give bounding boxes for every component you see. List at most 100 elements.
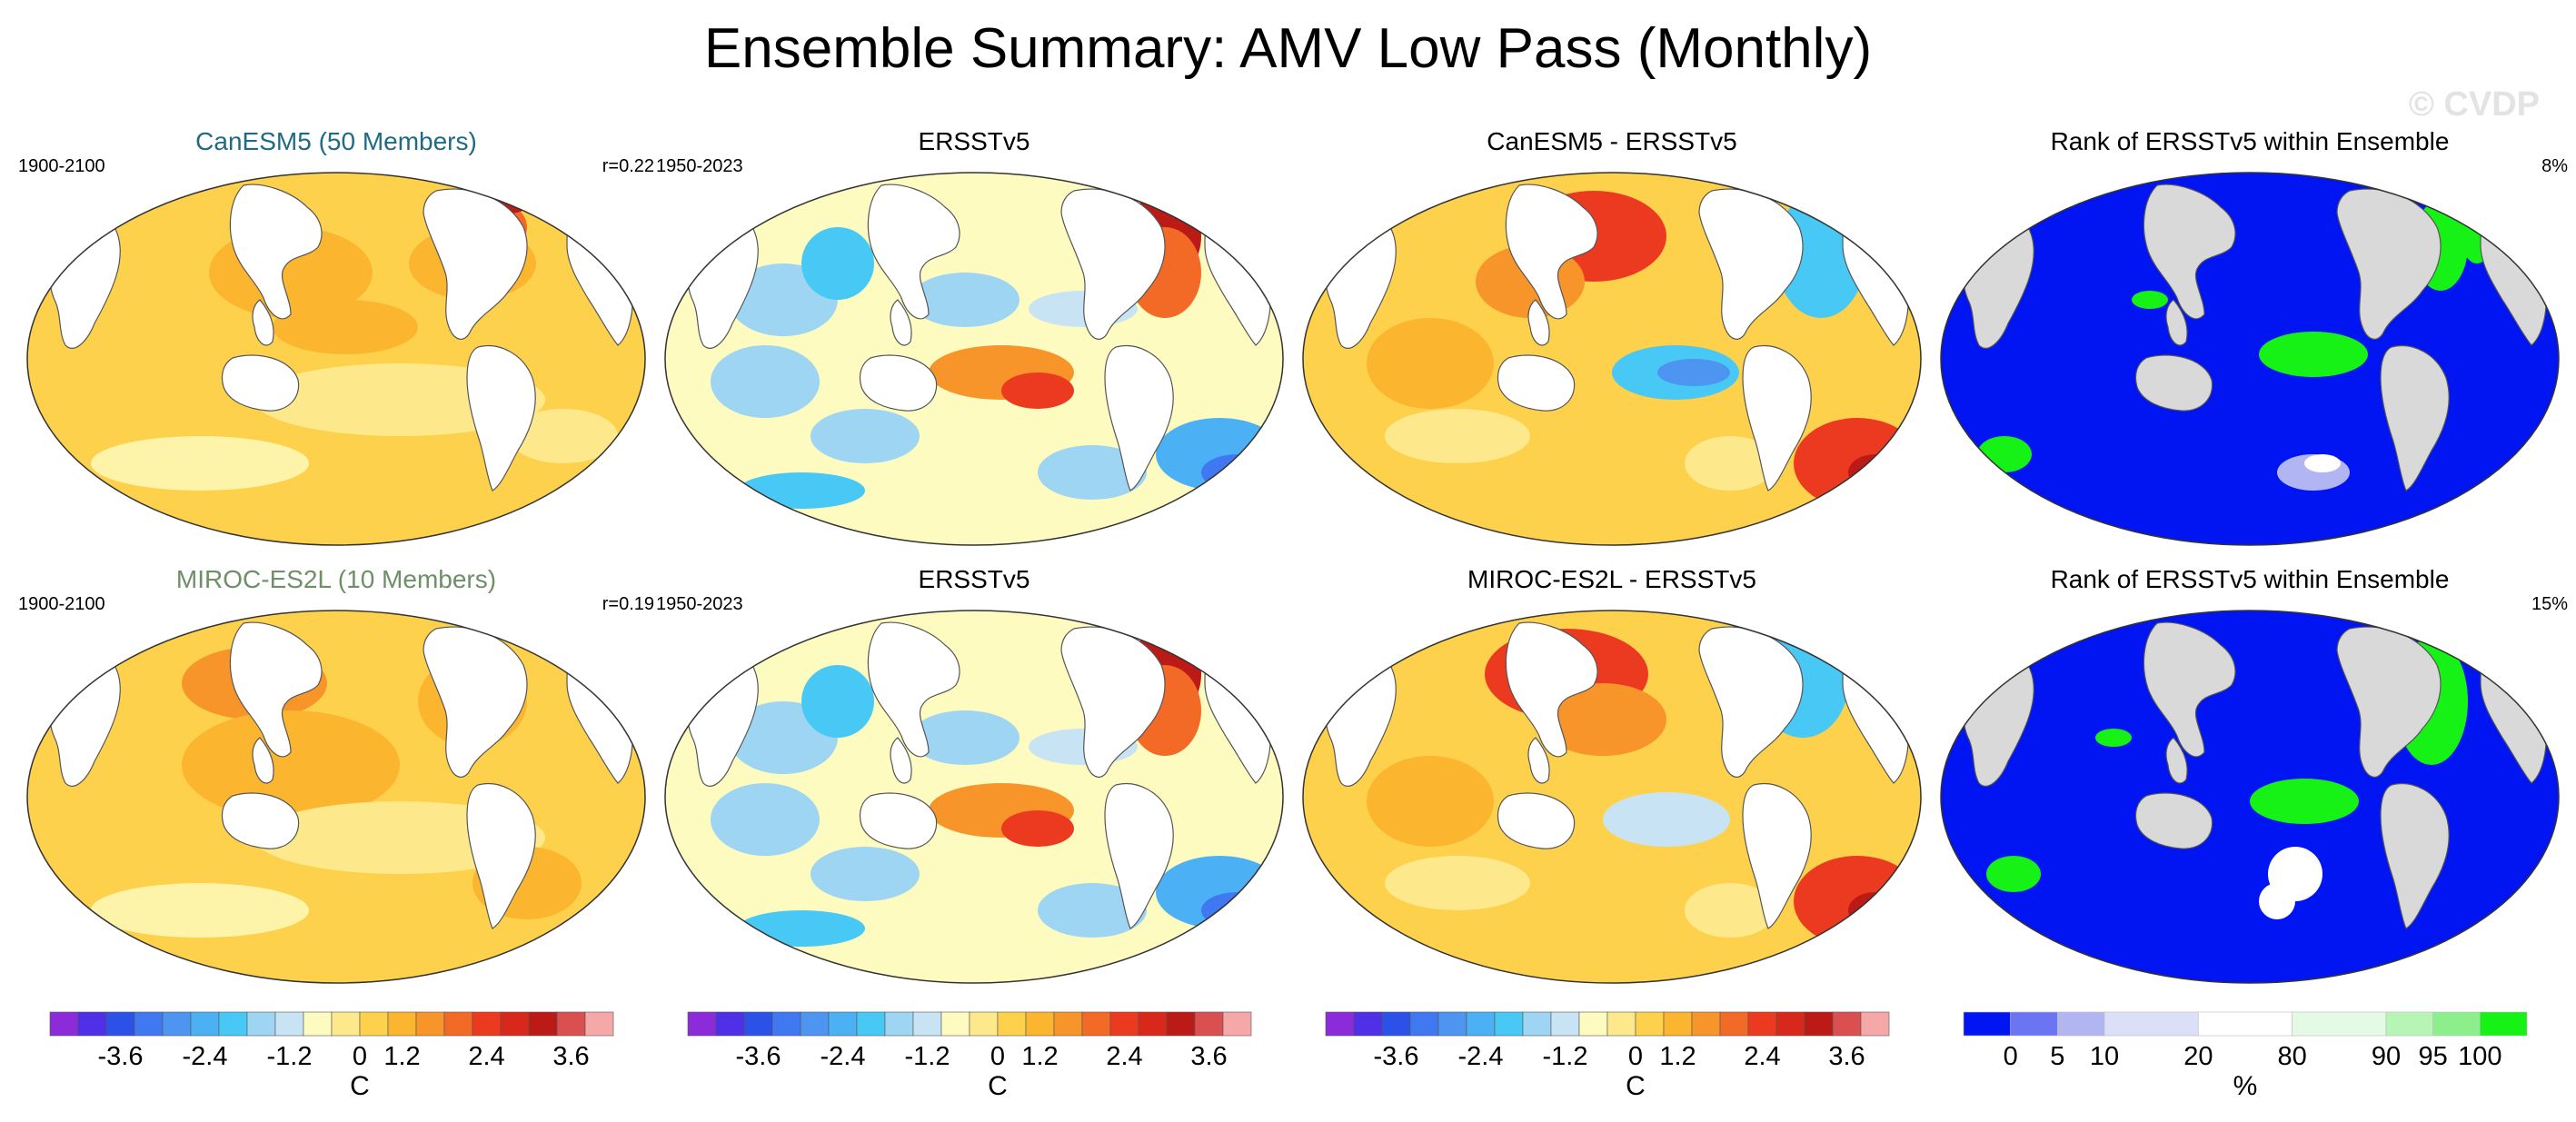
panel-obs-row1: ERSSTv5 1950-2023 xyxy=(656,127,1292,554)
colorbar-swatch xyxy=(303,1011,333,1037)
anomaly-contour-patch xyxy=(1001,810,1074,847)
anomaly-contour-patch xyxy=(1657,359,1730,386)
colorbar-tick-label: 95 xyxy=(2419,1042,2448,1071)
colorbar-obs: -3.6 -2.4 -1.2 0 1.2 2.4 3.6 C xyxy=(687,1011,1252,1101)
colorbar-swatch xyxy=(743,1011,773,1037)
anomaly-contour-patch xyxy=(2095,729,2132,747)
panel-obs-row2: ERSSTv5 1950-2023 xyxy=(656,565,1292,992)
anomaly-contour-patch xyxy=(1539,683,1666,756)
colorbar-swatch xyxy=(687,1011,717,1037)
panel-diff-row1: CanESM5 - ERSSTv5 xyxy=(1294,127,1930,554)
continent-outline xyxy=(867,184,960,320)
colorbar-swatch xyxy=(246,1011,276,1037)
colorbar-swatch xyxy=(1663,1011,1693,1037)
colorbar-swatch xyxy=(800,1011,830,1037)
anomaly-contour-patch xyxy=(1685,883,1775,938)
panel-model-row1: CanESM5 (50 Members) 1900-2100 r=0.22 xyxy=(18,127,654,554)
colorbar-swatch xyxy=(443,1011,473,1037)
continent-outline xyxy=(2165,299,2188,346)
anomaly-contour-patch xyxy=(801,665,874,738)
anomaly-contour-patch xyxy=(1986,856,2041,892)
ocean-base-field xyxy=(1941,611,2559,983)
ocean-base-field xyxy=(27,173,645,545)
colorbar-swatch xyxy=(556,1011,586,1037)
continent-outline xyxy=(1497,792,1576,849)
continent-outline xyxy=(1505,184,1598,320)
colorbar-swatch xyxy=(1053,1011,1083,1037)
continent-outline xyxy=(2336,626,2442,778)
colorbar-swatch xyxy=(331,1011,361,1037)
anomaly-contour-patch xyxy=(1603,792,1730,847)
colorbar-swatch xyxy=(1832,1011,1862,1037)
panel-diff-row2: MIROC-ES2L - ERSSTv5 xyxy=(1294,565,1930,992)
continent-outline xyxy=(1742,783,1812,929)
anomaly-contour-patch xyxy=(91,436,309,491)
continent-outline xyxy=(221,354,300,412)
colorbar-swatch xyxy=(1494,1011,1524,1037)
map-border xyxy=(26,172,646,546)
rank-title: Rank of ERSSTv5 within Ensemble xyxy=(2050,565,2450,593)
colorbar-tick-label: -3.6 xyxy=(98,1042,144,1071)
colorbar-swatch xyxy=(912,1011,942,1037)
rank-percent: 15% xyxy=(2531,594,2568,614)
continent-outline xyxy=(1104,783,1174,929)
colorbar-swatch xyxy=(997,1011,1027,1037)
colorbar-tick-label: 2.4 xyxy=(1106,1042,1142,1071)
rank-title: Rank of ERSSTv5 within Ensemble xyxy=(2050,127,2450,155)
colorbar-tick-label: 90 xyxy=(2372,1042,2401,1071)
anomaly-contour-patch xyxy=(91,624,145,651)
colorbar-swatch xyxy=(1804,1011,1834,1037)
colorbar-swatch xyxy=(1747,1011,1777,1037)
colorbar-model: -3.6 -2.4 -1.2 0 1.2 2.4 3.6 C xyxy=(49,1011,614,1101)
anomaly-contour-patch xyxy=(711,345,820,418)
continent-outline xyxy=(229,621,323,758)
anomaly-contour-patch xyxy=(2259,332,2368,377)
continent-outline xyxy=(1060,626,1166,778)
anomaly-contour-patch xyxy=(1156,418,1283,491)
colorbar-tick-label: 10 xyxy=(2090,1042,2119,1071)
colorbar-tick-label: 0 xyxy=(990,1042,1005,1071)
anomaly-contour-patch xyxy=(1367,624,1421,651)
anomaly-contour-patch xyxy=(1367,186,1421,213)
colorbar-swatch xyxy=(274,1011,304,1037)
anomaly-contour-patch xyxy=(509,409,618,463)
anomaly-contour-patch xyxy=(2259,883,2295,919)
model-title: MIROC-ES2L (10 Members) xyxy=(175,565,497,593)
diff-title: CanESM5 - ERSSTv5 xyxy=(1487,127,1737,155)
colorbar-swatch xyxy=(2057,1011,2105,1037)
continent-outline xyxy=(2165,737,2188,784)
model-title: CanESM5 (50 Members) xyxy=(195,127,477,155)
colorbar-swatch xyxy=(2292,1011,2387,1037)
anomaly-contour-patch xyxy=(1367,318,1494,409)
colorbar-unit-label: % xyxy=(2233,1071,2258,1101)
colorbar-swatch xyxy=(2480,1011,2528,1037)
map-border xyxy=(1302,172,1922,546)
colorbar-swatch xyxy=(1409,1011,1439,1037)
colorbar-swatch xyxy=(771,1011,801,1037)
colorbar-swatch xyxy=(1775,1011,1805,1037)
colorbar-tick-label: 2.4 xyxy=(468,1042,504,1071)
continent-outline xyxy=(1505,621,1598,758)
colorbar-swatch xyxy=(715,1011,745,1037)
colorbar-unit-label: C xyxy=(988,1071,1008,1101)
colorbar-swatch xyxy=(1606,1011,1636,1037)
colorbar-swatch xyxy=(1522,1011,1552,1037)
colorbar-swatch xyxy=(49,1011,79,1037)
map-diff-row2 xyxy=(1302,610,1922,984)
map-border xyxy=(1940,610,2560,984)
colorbar-swatch xyxy=(218,1011,248,1037)
pattern-correlation: r=0.22 xyxy=(602,156,654,176)
colorbar-tick-label: 80 xyxy=(2278,1042,2307,1071)
continent-outline xyxy=(2134,792,2213,849)
colorbar-tick-label: 0 xyxy=(1628,1042,1643,1071)
colorbar-tick-label: 3.6 xyxy=(1828,1042,1865,1071)
map-obs-row1 xyxy=(664,172,1284,546)
colorbar-swatch xyxy=(1466,1011,1496,1037)
colorbar-rank: 0 5 10 20 80 90 95 100% xyxy=(1963,1011,2528,1101)
continent-outline xyxy=(890,737,912,784)
colorbar-swatch xyxy=(1194,1011,1224,1037)
colorbar-tick-label: -1.2 xyxy=(905,1042,950,1071)
colorbar-swatch xyxy=(1109,1011,1139,1037)
colorbar-swatch xyxy=(1081,1011,1111,1037)
pattern-correlation: r=0.19 xyxy=(602,594,654,614)
